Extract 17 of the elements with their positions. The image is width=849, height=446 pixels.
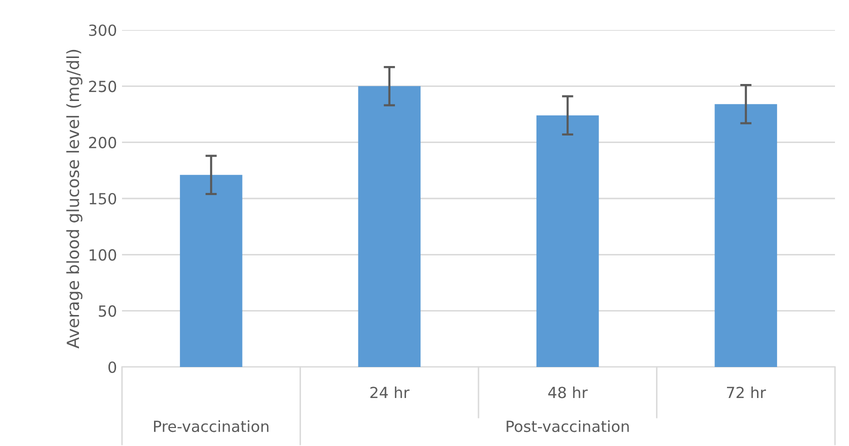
y-tick-label: 200: [89, 136, 116, 148]
text: Pre-vaccination: [154, 420, 268, 432]
y-tick-label: 300: [89, 24, 116, 36]
y-tick-label: 0: [108, 361, 116, 374]
y-tick-label: 250: [89, 80, 116, 92]
bar: [358, 86, 421, 367]
x-tick-label: 24 hr: [370, 386, 410, 398]
bar: [180, 174, 242, 367]
y-tick-label: 150: [90, 192, 116, 205]
y-tick-label: 100: [90, 249, 116, 261]
text: Post-vaccination: [506, 420, 629, 432]
y-tick-label: 50: [98, 305, 116, 317]
bar: [714, 104, 778, 367]
x-tick-label: 48 hr: [548, 386, 588, 398]
bar: [536, 115, 599, 367]
x-tick-label: 72 hr: [727, 386, 766, 398]
y-axis-title: Average blood glucose level (mg/dl): [66, 50, 82, 348]
